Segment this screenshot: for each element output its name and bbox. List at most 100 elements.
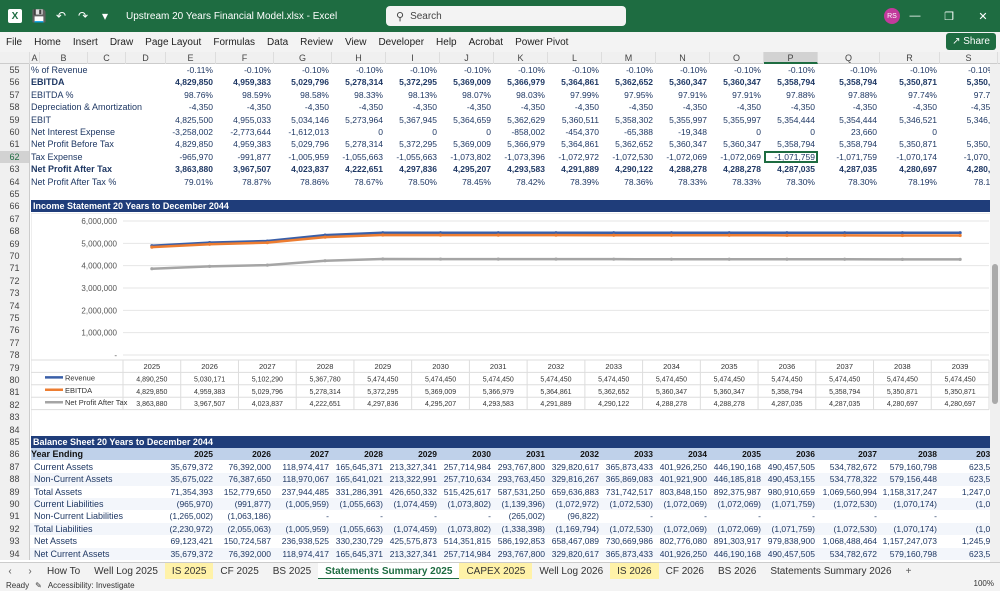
cell-value[interactable]: -65,388 [624, 127, 653, 137]
row-number[interactable]: 56 [0, 76, 30, 89]
cell-value[interactable]: 5,364,861 [561, 77, 599, 88]
row-number[interactable]: 67 [0, 212, 30, 226]
cell-value[interactable]: - [380, 511, 383, 522]
cell-value[interactable]: 365,869,083 [605, 474, 653, 485]
cell-value[interactable]: 78.33% [678, 176, 707, 187]
cell-value[interactable]: 118,970,067 [282, 474, 329, 485]
cell-value[interactable]: 5,364,861 [561, 139, 599, 150]
cell-value[interactable]: -1,070,174 [896, 151, 937, 162]
column-header-i[interactable]: I [386, 52, 440, 64]
cell-value[interactable]: 5,360,347 [669, 139, 707, 150]
cell-value[interactable]: (1,139,396) [501, 499, 545, 509]
cell-value[interactable]: - [812, 511, 815, 522]
cell-value[interactable]: 76,387,650 [228, 474, 271, 485]
cell-value[interactable]: (1,072,069) [663, 499, 707, 509]
year-header[interactable]: 2036 [796, 449, 815, 460]
row-number[interactable]: 91 [0, 510, 30, 523]
cell-value[interactable]: 514,351,815 [443, 536, 491, 547]
row-number[interactable]: 63 [0, 163, 30, 176]
menu-developer[interactable]: Developer [378, 36, 425, 48]
menu-help[interactable]: Help [436, 36, 457, 48]
cell-value[interactable]: (1,063,186) [227, 511, 271, 522]
row-number[interactable]: 85 [0, 436, 30, 449]
cell-value[interactable]: (1,072,530) [833, 523, 877, 534]
cell-value[interactable]: 5,354,444 [777, 114, 815, 125]
cell-value[interactable]: 534,778,322 [829, 474, 877, 485]
sheet-tab-is-2026[interactable]: IS 2026 [610, 562, 659, 580]
zoom-level[interactable]: 100% [973, 579, 994, 588]
cell-value[interactable]: 365,873,433 [605, 548, 653, 559]
cell-value[interactable]: (1,338,398) [501, 523, 545, 534]
cell-value[interactable]: 534,782,672 [829, 461, 877, 472]
vertical-scrollbar[interactable] [990, 64, 1000, 562]
cell-value[interactable]: -4,350 [790, 102, 815, 113]
cell-value[interactable]: 490,457,505 [767, 548, 815, 559]
cell-value[interactable]: (1,07 [975, 523, 990, 534]
cell-value[interactable]: - [934, 511, 937, 522]
cell-value[interactable]: 213,327,341 [389, 548, 437, 559]
cell-value[interactable]: 490,453,155 [767, 474, 815, 485]
cell-value[interactable]: 623,51 [969, 461, 990, 472]
cell-value[interactable]: 579,160,798 [889, 548, 937, 559]
row-number[interactable]: 69 [0, 237, 30, 250]
column-header-r[interactable]: R [880, 52, 940, 64]
row-number[interactable]: 57 [0, 88, 30, 102]
cell-value[interactable]: 1,245,94 [961, 536, 990, 547]
cell-value[interactable]: (1,169,794) [555, 523, 599, 534]
row-number[interactable]: 88 [0, 473, 30, 486]
cell-value[interactable]: 515,425,617 [443, 486, 491, 497]
cell-value[interactable]: -454,370 [565, 127, 599, 137]
menu-formulas[interactable]: Formulas [213, 36, 256, 48]
cell-value[interactable]: 534,782,672 [829, 548, 877, 559]
cell-value[interactable]: - [874, 511, 877, 522]
cell-value[interactable]: 579,160,798 [889, 461, 937, 472]
column-header-s[interactable]: S [940, 52, 998, 64]
cell-value[interactable]: 257,714,984 [443, 548, 491, 559]
row-number[interactable]: 64 [0, 175, 30, 188]
cell-value[interactable]: (1,071,759) [771, 523, 815, 534]
minimize-icon[interactable]: — [909, 10, 921, 22]
cell-value[interactable]: 97.88% [848, 89, 877, 100]
row-number[interactable]: 86 [0, 448, 30, 461]
cell-value[interactable]: 76,392,000 [228, 548, 271, 559]
menu-insert[interactable]: Insert [72, 36, 98, 48]
cell-value[interactable]: 5,358,794 [777, 139, 815, 150]
cell-value[interactable]: 5,350,8 [966, 77, 990, 88]
menu-data[interactable]: Data [267, 36, 289, 48]
column-header-p[interactable]: P [764, 52, 818, 64]
sheet-tab-capex-2025[interactable]: CAPEX 2025 [459, 562, 533, 580]
cell-value[interactable]: -1,072,530 [612, 151, 653, 162]
cell-value[interactable]: 5,350,8 [966, 139, 990, 150]
tab-scroll-left-icon[interactable]: ‹ [8, 565, 12, 577]
cell-value[interactable]: 4,222,651 [345, 164, 383, 175]
cell-value[interactable]: 4,288,278 [723, 164, 761, 175]
cell-value[interactable]: 0 [432, 127, 437, 137]
cell-value[interactable]: -0.10% [302, 65, 329, 75]
cell-value[interactable]: -0.10% [850, 65, 877, 75]
cell-value[interactable]: 4,955,033 [233, 114, 271, 125]
cell-value[interactable]: - [758, 511, 761, 522]
column-header-h[interactable]: H [332, 52, 386, 64]
cell-value[interactable]: 78.30% [786, 176, 815, 187]
row-number[interactable]: 72 [0, 274, 30, 288]
cell-value[interactable]: -0.10% [680, 65, 707, 75]
year-header[interactable]: 2025 [194, 449, 213, 460]
sheet-tab-bs-2025[interactable]: BS 2025 [272, 565, 312, 577]
cell-value[interactable]: 0 [756, 127, 761, 137]
cell-value[interactable]: 118,974,417 [282, 548, 329, 559]
column-header-f[interactable]: F [216, 52, 274, 64]
cell-value[interactable]: 587,531,250 [497, 486, 545, 497]
year-header[interactable]: 2029 [418, 449, 437, 460]
cell-value[interactable]: 0 [810, 127, 815, 137]
cell-value[interactable]: -0.10% [910, 65, 937, 75]
cell-value[interactable]: 579,156,448 [889, 474, 937, 485]
row-number[interactable]: 62 [0, 150, 30, 164]
cell-value[interactable]: 446,185,818 [713, 474, 761, 485]
year-header[interactable]: 2028 [364, 449, 383, 460]
cell-value[interactable]: 623,51 [969, 548, 990, 559]
cell-value[interactable]: 623,50 [969, 474, 990, 485]
year-header[interactable]: 2026 [252, 449, 271, 460]
row-number[interactable]: 87 [0, 460, 30, 474]
cell-value[interactable]: 236,938,525 [281, 536, 329, 547]
row-number[interactable]: 73 [0, 287, 30, 300]
